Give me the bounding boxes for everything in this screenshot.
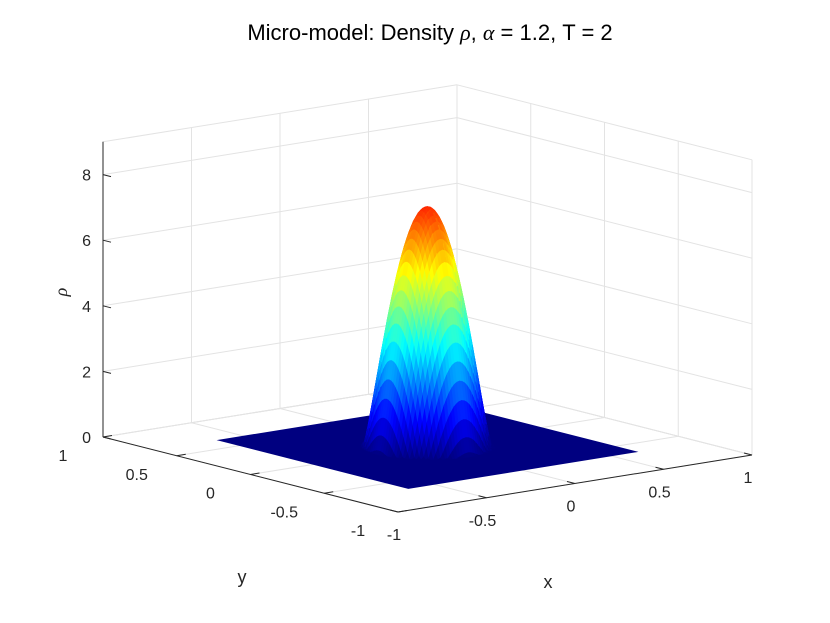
y-tick-label-1: -0.5 <box>270 504 298 521</box>
z-tick-3 <box>102 239 112 243</box>
surface-patch <box>490 444 496 449</box>
x-tick-1 <box>478 495 487 499</box>
x-tick-label-2: 0 <box>567 499 576 516</box>
grid-wall-z-right-1 <box>456 313 753 390</box>
chart-title: Micro-model: Density ρ, α = 1.2, T = 2 <box>247 20 612 45</box>
grid-wall-z-back-3 <box>102 182 458 241</box>
z-tick-0 <box>102 436 112 440</box>
y-tick-2 <box>250 472 260 475</box>
x-tick-label-3: 0.5 <box>648 484 670 501</box>
z-tick-label-2: 4 <box>82 299 91 316</box>
y-tick-1 <box>324 491 334 494</box>
y-tick-label-2: 0 <box>206 486 215 503</box>
y-tick-label-0: -1 <box>351 523 365 540</box>
z-tick-label-0: 0 <box>82 430 91 447</box>
y-axis-label: y <box>238 567 247 587</box>
y-tick-label-3: 0.5 <box>126 467 148 484</box>
grid-wall-z-back-2 <box>102 248 458 307</box>
y-tick-3 <box>176 453 186 457</box>
title-alpha: α <box>483 20 495 45</box>
x-tick-label-0: -1 <box>387 527 401 544</box>
x-tick-label-4: 1 <box>744 470 753 487</box>
x-tick-labels: -1 -0.5 0 0.5 1 <box>387 470 753 544</box>
z-axis-label: ρ <box>51 287 71 297</box>
title-prefix: Micro-model: Density <box>247 20 460 45</box>
y-tick-4 <box>102 435 113 438</box>
y-tick-0 <box>397 510 408 513</box>
z-tick-label-3: 6 <box>82 233 91 250</box>
x-tick-0 <box>389 509 399 513</box>
density-surface <box>216 206 639 489</box>
z-tick-label-4: 8 <box>82 168 91 185</box>
grid-wall-z-right-2 <box>456 248 753 325</box>
z-tick-2 <box>102 305 112 309</box>
z-tick-4 <box>102 174 112 178</box>
y-tick-labels: -1 -0.5 0 0.5 1 <box>59 448 366 540</box>
title-mid: , <box>471 20 483 45</box>
grid-wall-z-right-3 <box>456 182 753 259</box>
z-tick-labels: 0 2 4 6 8 <box>82 168 91 447</box>
x-tick-2 <box>566 481 576 484</box>
y-tick-label-4: 1 <box>59 448 68 465</box>
x-axis-label: x <box>544 572 553 592</box>
x-tick-label-1: -0.5 <box>469 513 497 530</box>
axes <box>102 141 753 513</box>
grid-wall-z-right-4 <box>456 117 753 194</box>
grid-wall-z-back-4 <box>102 117 458 176</box>
z-tick-label-1: 2 <box>82 364 91 381</box>
x-tick-3 <box>655 466 664 470</box>
title-suffix: = 1.2, T = 2 <box>494 20 612 45</box>
x-tick-4 <box>743 452 753 456</box>
grid-wall-z-right-0 <box>456 379 753 456</box>
z-tick-1 <box>102 370 112 374</box>
title-rho: ρ <box>459 20 471 45</box>
